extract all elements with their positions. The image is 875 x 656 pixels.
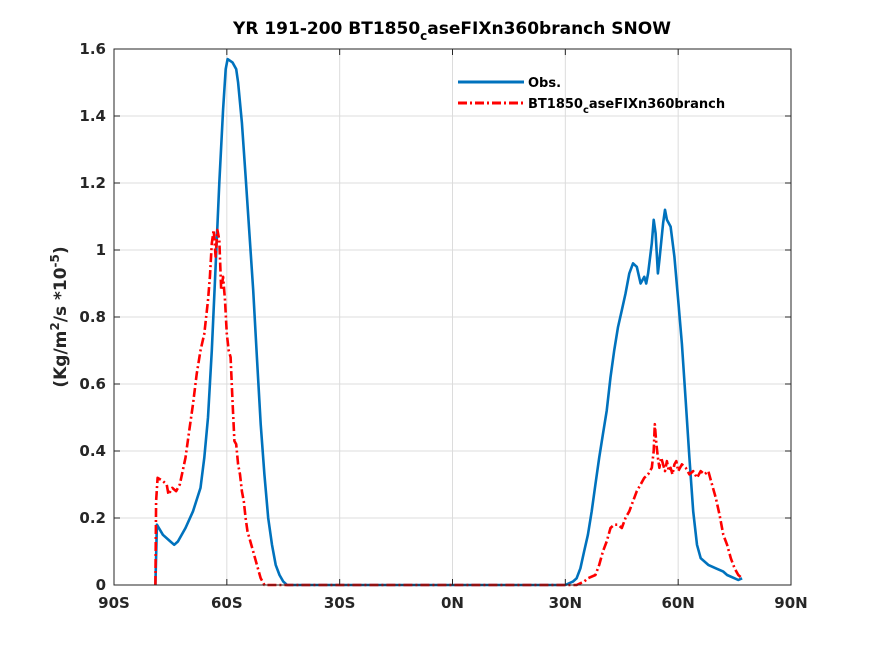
legend-model-rest: aseFIXn360branch bbox=[589, 97, 725, 112]
ylabel-post: ) bbox=[51, 246, 71, 254]
ylabel-sup2: -5 bbox=[48, 254, 62, 267]
ylabel-mid: /s *10 bbox=[51, 267, 71, 322]
ylabel-sup1: 2 bbox=[48, 322, 62, 330]
title-sub: c bbox=[420, 29, 427, 43]
y-tick-label: 1.4 bbox=[79, 107, 106, 125]
y-tick-label: 1.2 bbox=[79, 174, 106, 192]
y-tick-label: 0.2 bbox=[79, 509, 106, 527]
x-tick-label: 0N bbox=[441, 594, 464, 612]
y-tick-label: 0.4 bbox=[79, 442, 106, 460]
legend-model-main: BT1850 bbox=[528, 97, 583, 112]
x-tick-label: 90N bbox=[774, 594, 807, 612]
x-tick-label: 90S bbox=[98, 594, 130, 612]
y-tick-label: 0 bbox=[96, 576, 106, 594]
title-rest: aseFIXn360branch SNOW bbox=[427, 19, 671, 39]
y-tick-label: 1 bbox=[96, 241, 106, 259]
x-tick-label: 60N bbox=[661, 594, 694, 612]
y-tick-label: 0.8 bbox=[79, 308, 106, 326]
y-tick-label: 0.6 bbox=[79, 375, 106, 393]
x-tick-label: 30S bbox=[324, 594, 356, 612]
x-tick-label: 30N bbox=[549, 594, 582, 612]
legend-label-obs: Obs. bbox=[528, 76, 561, 91]
y-axis-label: (Kg/m2/s *10-5) bbox=[48, 246, 71, 387]
title-main: YR 191-200 BT1850 bbox=[232, 19, 420, 39]
x-tick-label: 60S bbox=[211, 594, 243, 612]
ylabel-pre: (Kg/m bbox=[51, 331, 71, 388]
y-tick-label: 1.6 bbox=[79, 40, 106, 58]
